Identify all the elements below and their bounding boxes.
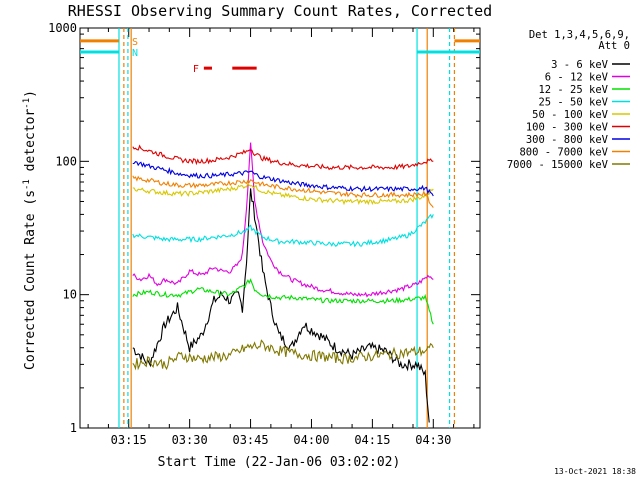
- chart-title: RHESSI Observing Summary Count Rates, Co…: [68, 2, 492, 20]
- series-line-5: [132, 181, 434, 206]
- series-line-7: [132, 160, 434, 197]
- x-tick-label: 03:15: [111, 433, 147, 447]
- x-tick-label: 04:30: [415, 433, 451, 447]
- plot-frame: [79, 27, 481, 429]
- legend-entry-label: 12 - 25 keV: [538, 84, 608, 96]
- legend-header: Att 0: [598, 40, 630, 52]
- x-tick-label: 03:30: [172, 433, 208, 447]
- legend-entry-label: 3 - 6 keV: [551, 59, 609, 71]
- x-tick-label: 04:15: [354, 433, 390, 447]
- series-line-2: [132, 142, 434, 298]
- series-line-4: [132, 213, 434, 248]
- y-axis-label: Corrected Count Rate (s-1 detector-1): [22, 90, 38, 370]
- x-tick-label: 04:00: [293, 433, 329, 447]
- y-axis-label-sup1: -1: [22, 179, 32, 190]
- y-tick-label: 100: [55, 154, 77, 168]
- series-line-9: [132, 339, 434, 371]
- plot-area: 1 10 100 1000 03:15 03:30 03:45 04:00 04:15 04:30…: [48, 21, 481, 447]
- x-tick-label: 03:45: [232, 433, 268, 447]
- y-axis-label-sup2: -1: [22, 98, 32, 109]
- legend-entry-label: 25 - 50 keV: [538, 97, 608, 109]
- y-axis-label-end: ): [23, 90, 38, 98]
- legend-entry-label: 50 - 100 keV: [532, 109, 609, 121]
- state-marker-label: S: [132, 37, 138, 48]
- series-line-3: [132, 278, 434, 325]
- legend-entry-label: 6 - 12 keV: [545, 72, 609, 84]
- legend-entry-label: 7000 - 15000 keV: [507, 159, 609, 171]
- legend-header: Det 1,3,4,5,6,9,: [529, 29, 630, 41]
- y-tick-label: 1: [70, 421, 77, 435]
- series-line-8: [132, 175, 434, 208]
- legend-entry-label: 100 - 300 keV: [526, 122, 609, 134]
- flare-marker-label: F: [193, 64, 199, 75]
- footer-timestamp: 13-Oct-2021 18:38: [554, 467, 636, 476]
- legend-entry-label: 800 - 7000 keV: [519, 147, 608, 159]
- x-axis-label: Start Time (22-Jan-06 03:02:02): [158, 455, 401, 470]
- series-line-6: [132, 144, 434, 171]
- legend-entry-label: 300 - 800 keV: [526, 134, 609, 146]
- y-tick-label: 10: [63, 288, 77, 302]
- y-axis-label-main: Corrected Count Rate (s: [23, 190, 38, 370]
- series-line-1: [132, 188, 430, 423]
- y-tick-label: 1000: [48, 21, 77, 35]
- state-marker-label: N: [132, 48, 138, 59]
- y-axis-label-mid: detector: [23, 109, 38, 180]
